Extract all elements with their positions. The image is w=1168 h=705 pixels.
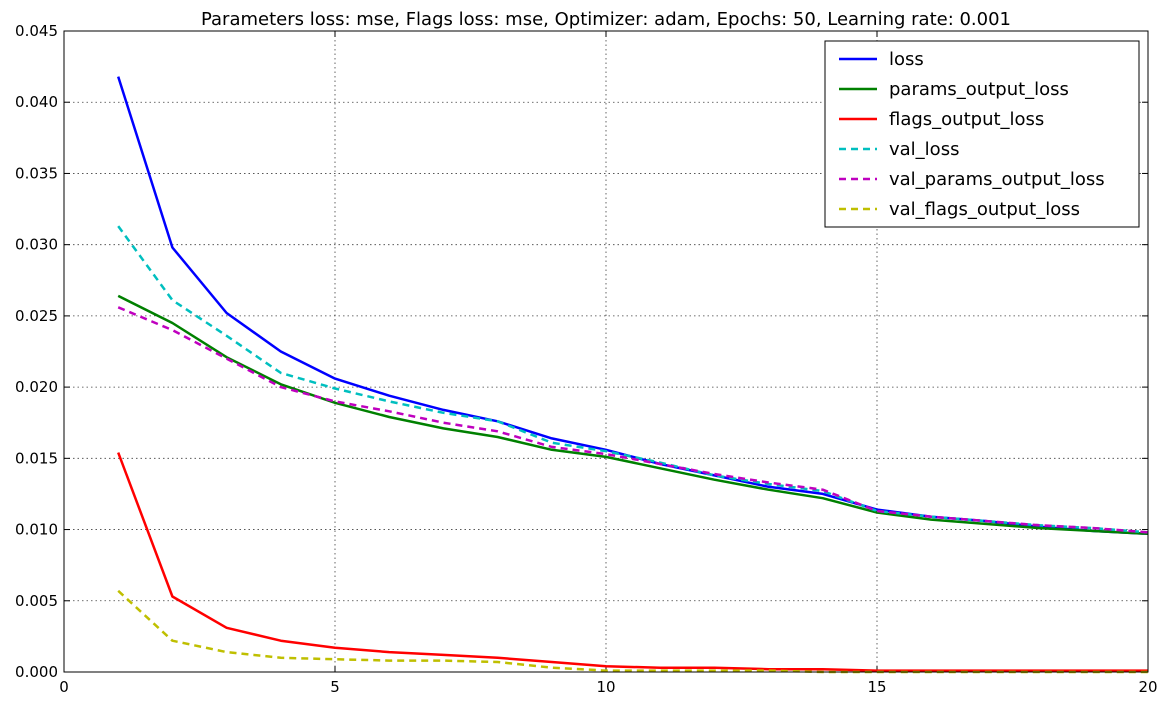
x-tick-label: 15 bbox=[867, 678, 886, 696]
y-tick-label: 0.045 bbox=[15, 22, 58, 40]
legend-label: val_flags_output_loss bbox=[889, 199, 1080, 220]
series-line-params-output-loss bbox=[117, 294, 1149, 536]
y-tick-label: 0.020 bbox=[15, 378, 58, 396]
y-tick-label: 0.030 bbox=[15, 236, 58, 254]
y-tick-label: 0.025 bbox=[15, 307, 58, 325]
grid bbox=[64, 31, 1148, 672]
chart-title: Parameters loss: mse, Flags loss: mse, O… bbox=[201, 9, 1011, 30]
y-tick-label: 0.040 bbox=[15, 93, 58, 111]
legend: loss params_output_loss flags_output_lossv… bbox=[824, 40, 1140, 228]
legend-label: loss bbox=[889, 49, 924, 70]
y-tick-label: 0.015 bbox=[15, 449, 58, 467]
series-line-val-params-output-loss bbox=[117, 306, 1149, 534]
y-tick-label: 0.010 bbox=[15, 521, 58, 539]
series-line-val-flags-output-loss bbox=[117, 589, 1148, 674]
x-tick-label: 5 bbox=[330, 678, 340, 696]
legend-box bbox=[824, 40, 1140, 228]
y-tick-label: 0.035 bbox=[15, 164, 58, 182]
y-tick-label: 0.000 bbox=[15, 663, 58, 681]
x-tick-label: 0 bbox=[59, 678, 69, 696]
x-tick-label: 20 bbox=[1138, 678, 1157, 696]
series-line-val-loss bbox=[117, 225, 1149, 534]
legend-label: flags_output_loss bbox=[889, 109, 1044, 130]
axis-ticks: 0 5 10 15 20 0.000 0.005 0.010 0.015 0.020 0.025 0.… bbox=[15, 22, 1158, 696]
legend-label: val_loss bbox=[889, 139, 959, 160]
legend-label: val_params_output_loss bbox=[889, 169, 1105, 190]
y-tick-label: 0.005 bbox=[15, 592, 58, 610]
plot-area-frame bbox=[63, 30, 1149, 673]
series-line-flags-output-loss bbox=[117, 452, 1148, 672]
x-tick-label: 10 bbox=[596, 678, 615, 696]
legend-label: params_output_loss bbox=[889, 79, 1069, 100]
